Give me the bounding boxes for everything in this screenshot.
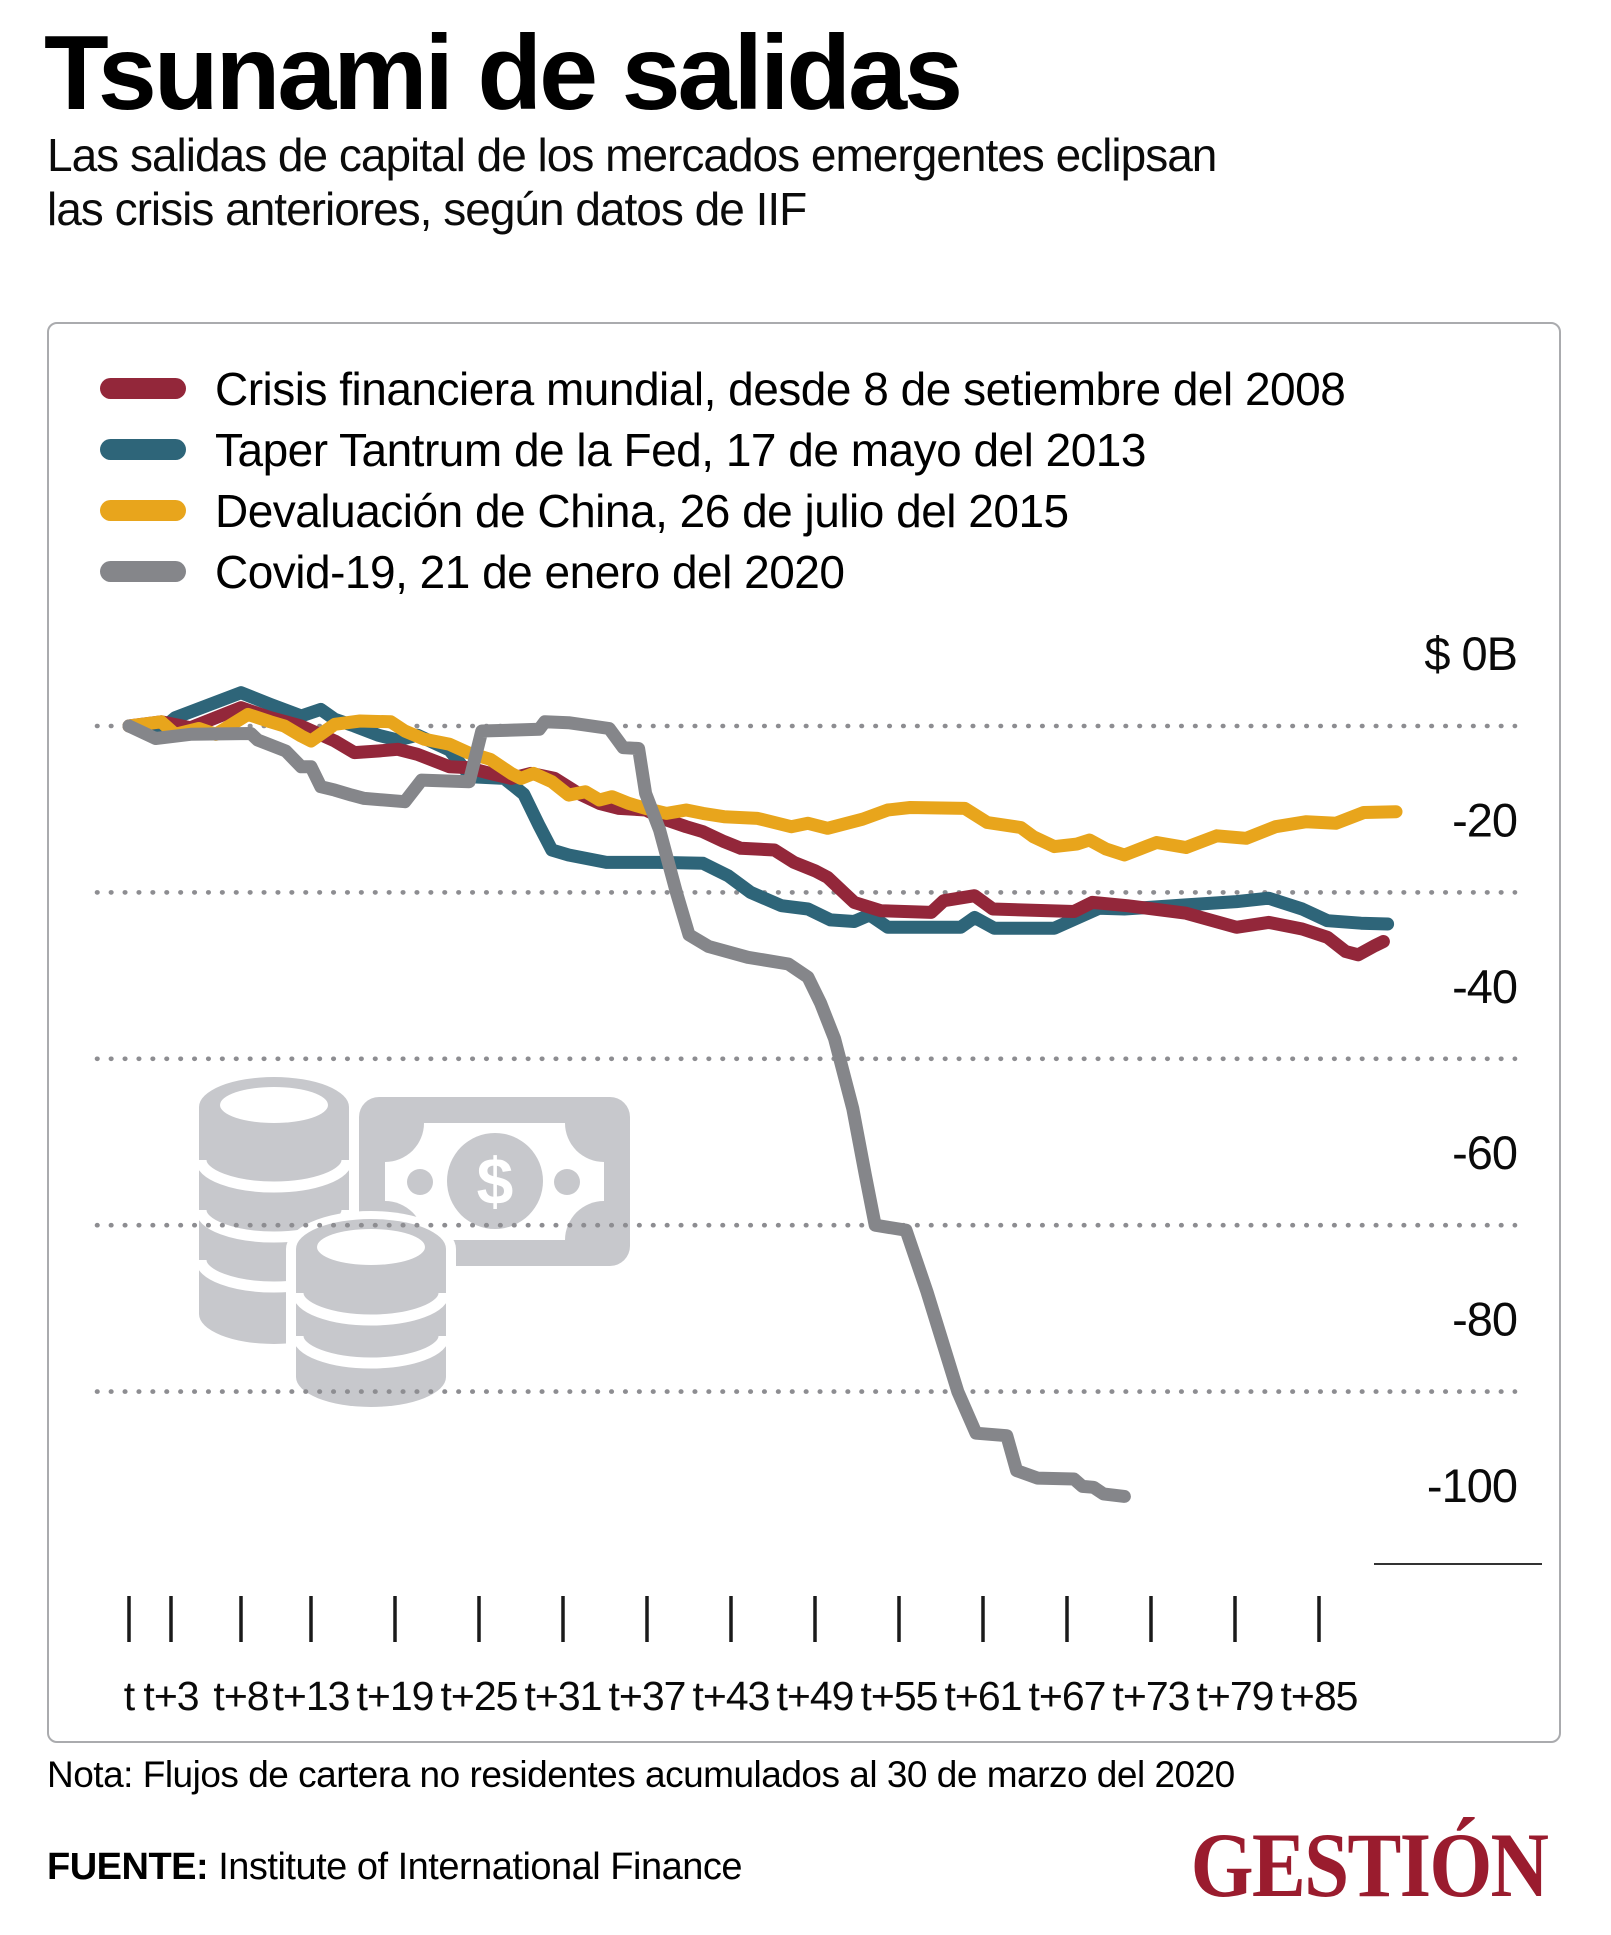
legend-label: Crisis financiera mundial, desde 8 de se… (215, 362, 1346, 415)
legend-label: Taper Tantrum de la Fed, 17 de mayo del … (215, 423, 1146, 476)
x-tick-label-t+31: t+31 (525, 1673, 602, 1719)
chart-source: FUENTE: Institute of International Finan… (47, 1846, 742, 1889)
x-tick-label-t+55: t+55 (861, 1673, 938, 1719)
x-tick-label-t+67: t+67 (1029, 1673, 1106, 1719)
legend-item-china_2015: Devaluación de China, 26 de julio del 20… (100, 480, 1345, 541)
money-watermark-icon: $ (195, 1077, 630, 1415)
legend-swatch-crisis_2008 (100, 378, 186, 399)
x-tick-label-t+8: t+8 (213, 1673, 268, 1719)
gestion-logo: GESTIÓN (1190, 1814, 1548, 1916)
legend-swatch-taper_2013 (100, 439, 186, 460)
dollar-bill-icon: $ (359, 1097, 630, 1266)
line-chart: $ $ 0B -20 -40 -60 -80 -100 t t+3 t+8 t+13 t+19 t+2… (94, 627, 1542, 1719)
x-tick-label-t+73: t+73 (1113, 1673, 1190, 1719)
x-tick-label-t+37: t+37 (609, 1673, 686, 1719)
x-tick-label-t: t (124, 1673, 136, 1719)
chart-legend: Crisis financiera mundial, desde 8 de se… (100, 358, 1346, 602)
legend-label: Devaluación de China, 26 de julio del 20… (215, 484, 1069, 537)
legend-item-covid_2020: Covid-19, 21 de enero del 2020 (100, 541, 1345, 602)
x-tick-label-t+43: t+43 (693, 1673, 770, 1719)
y-axis-label--80: -80 (1452, 1293, 1517, 1346)
series-line-china_2015 (122, 707, 1403, 862)
series-line-covid_2020 (122, 715, 1131, 1503)
legend-item-crisis_2008: Crisis financiera mundial, desde 8 de se… (100, 358, 1346, 419)
x-tick-label-t+85: t+85 (1281, 1673, 1358, 1719)
legend-swatch-covid_2020 (100, 561, 186, 582)
y-axis-label-0: $ 0B (1424, 627, 1517, 680)
legend-item-taper_2013: Taper Tantrum de la Fed, 17 de mayo del … (100, 419, 1345, 480)
y-axis-label--40: -40 (1452, 960, 1517, 1013)
coin-stack-front-icon (286, 1211, 456, 1415)
source-label: FUENTE: (47, 1846, 209, 1888)
x-tick-label-t+61: t+61 (945, 1673, 1022, 1719)
page-subtitle: Las salidas de capital de los mercados e… (47, 129, 1217, 236)
y-axis-label--100: -100 (1427, 1459, 1517, 1512)
x-tick-label-t+3: t+3 (143, 1673, 198, 1719)
chart-card: $ $ 0B -20 -40 -60 -80 -100 t t+3 t+8 t+13 t+19 t+2… (47, 322, 1561, 1743)
page-title: Tsunami de salidas (44, 14, 963, 132)
legend-label: Covid-19, 21 de enero del 2020 (215, 545, 845, 598)
legend-swatch-china_2015 (100, 500, 186, 521)
chart-note: Nota: Flujos de cartera no residentes ac… (47, 1754, 1235, 1795)
x-tick-label-t+13: t+13 (273, 1673, 350, 1719)
y-axis-label--60: -60 (1452, 1126, 1517, 1179)
x-tick-label-t+79: t+79 (1197, 1673, 1274, 1719)
x-tick-label-t+49: t+49 (777, 1673, 854, 1719)
source-name: Institute of International Finance (208, 1846, 742, 1888)
y-axis-label--20: -20 (1452, 793, 1517, 846)
dollar-sign-glyph: $ (477, 1144, 514, 1218)
x-tick-label-t+25: t+25 (441, 1673, 518, 1719)
x-tick-label-t+19: t+19 (357, 1673, 434, 1719)
series-line-crisis_2008 (122, 701, 1390, 962)
